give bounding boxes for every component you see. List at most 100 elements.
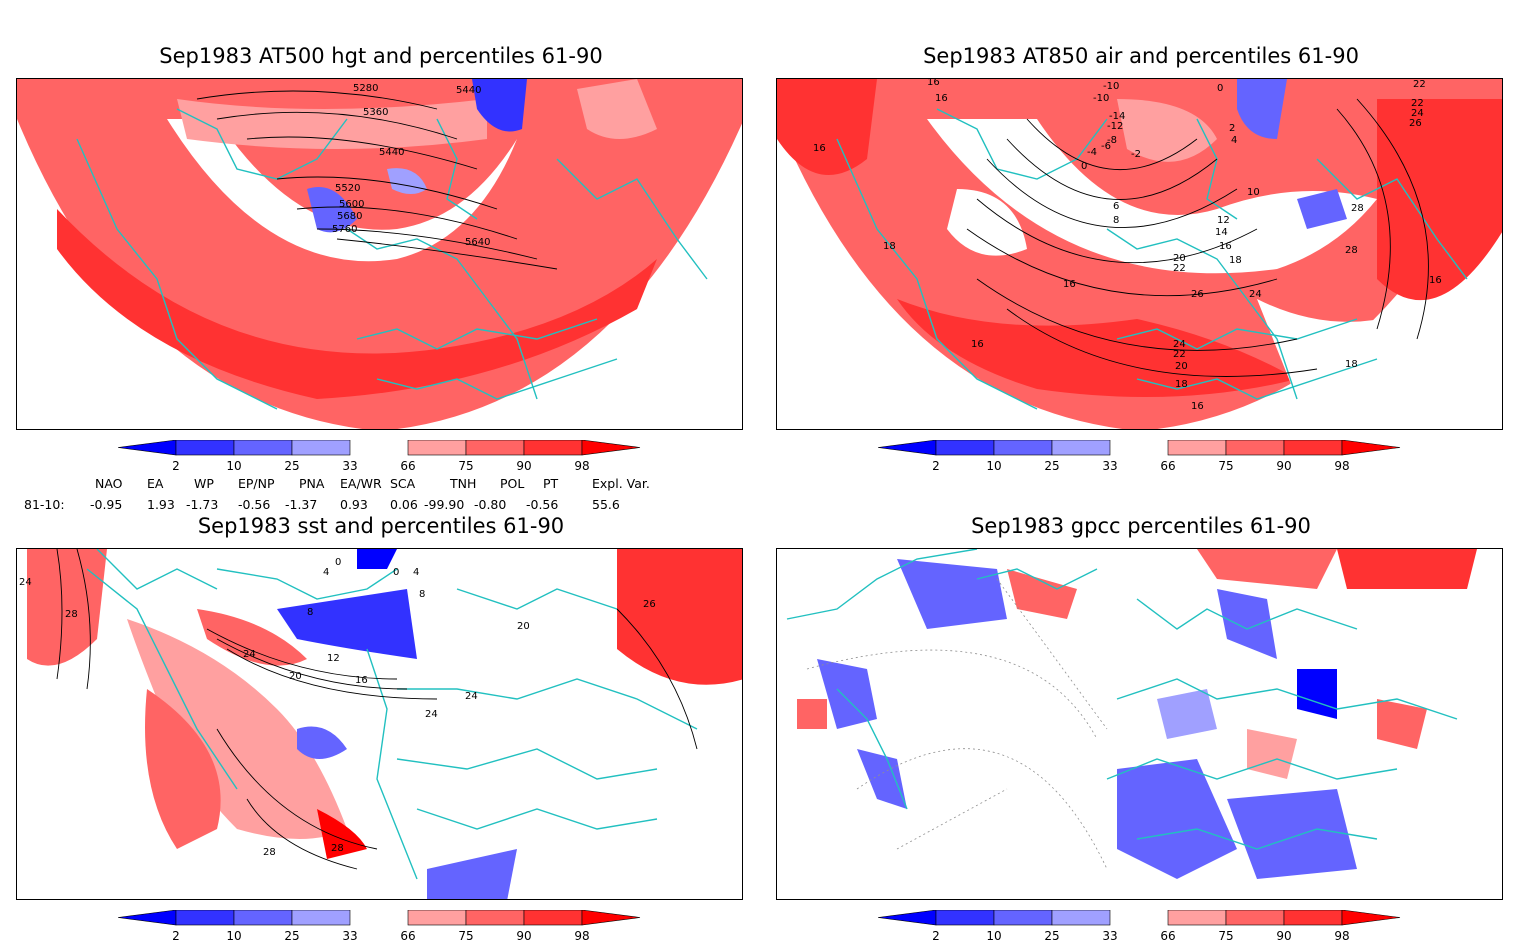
contour-label: 0	[393, 567, 399, 578]
colorbar-segment	[1051, 909, 1111, 926]
colorbar-segment	[117, 909, 177, 926]
panel-title-air850: Sep1983 AT850 air and percentiles 61-90	[923, 44, 1359, 68]
colorbar-label: 66	[400, 929, 415, 943]
contour-label: 24	[1173, 339, 1186, 350]
index-value: -0.56	[526, 497, 559, 512]
colorbar-label: 75	[458, 929, 473, 943]
colorbar-label: 33	[1102, 459, 1117, 473]
colorbar-segment	[581, 909, 641, 926]
index-value: -99.90	[424, 497, 465, 512]
index-value: -0.95	[90, 497, 123, 512]
colorbar-segment	[465, 439, 525, 456]
contour-label: 12	[1217, 215, 1230, 226]
colorbar-segment	[993, 909, 1053, 926]
contour-label: -10	[1103, 81, 1119, 92]
coastlines	[86, 549, 698, 880]
index-header: EA/WR	[340, 476, 382, 491]
contour-label: 28	[263, 847, 276, 858]
colorbar-label: 25	[284, 459, 299, 473]
colorbar-segment	[1167, 439, 1227, 456]
contour-label: 0	[335, 557, 341, 568]
contour-label: 16	[355, 675, 368, 686]
colorbar-segment	[233, 439, 293, 456]
contour-label: 5440	[379, 147, 404, 158]
contour-label: 20	[1175, 361, 1188, 372]
contour-label: -14	[1109, 111, 1125, 122]
colorbar-top-left: 2 10 25 33 66 75 90 98	[117, 439, 643, 476]
index-value: -1.37	[285, 497, 318, 512]
colorbar-segment	[1051, 439, 1111, 456]
colorbar-segment	[1341, 909, 1401, 926]
colorbar-segment	[935, 909, 995, 926]
colorbar-label: 90	[1276, 459, 1291, 473]
contour-label: 24	[19, 577, 32, 588]
colorbar-segment	[175, 909, 235, 926]
contour-label: 16	[1219, 241, 1232, 252]
contour-label: 5760	[332, 224, 357, 235]
contour-label: 18	[883, 241, 896, 252]
contour-label: -8	[1107, 135, 1117, 146]
colorbar-label: 66	[400, 459, 415, 473]
contour-label: 18	[1345, 359, 1358, 370]
colorbar-segment	[877, 439, 937, 456]
colorbar-segment	[1341, 439, 1401, 456]
contour-label: 16	[927, 79, 940, 88]
contour-label: 16	[935, 93, 948, 104]
colorbar-label: 33	[342, 459, 357, 473]
contour-label: 6	[1113, 201, 1119, 212]
colorbar-segment	[291, 439, 351, 456]
colorbar-label: 98	[1334, 929, 1349, 943]
index-value: 55.6	[592, 497, 620, 512]
contour-label: 28	[1345, 245, 1358, 256]
contour-label: 16	[1429, 275, 1442, 286]
index-header: POL	[500, 476, 525, 491]
contour-label: 0	[1217, 83, 1223, 94]
index-header: TNH	[450, 476, 477, 491]
contour-label: 5640	[465, 237, 490, 248]
colorbar-segment	[581, 439, 641, 456]
colorbar-label: 66	[1160, 929, 1175, 943]
panel-title-gpcc: Sep1983 gpcc percentiles 61-90	[971, 514, 1311, 538]
contour-label: 26	[643, 599, 656, 610]
colorbar-label: 33	[1102, 929, 1117, 943]
colorbar-segment	[993, 439, 1053, 456]
contour-label: 26	[1409, 118, 1422, 129]
contour-label: 4	[323, 567, 329, 578]
contour-labels: 24 28 0 4 8 0 4 8 12 16 20 24 24 20 24 2…	[19, 557, 656, 858]
contour-label: 18	[1229, 255, 1242, 266]
panel-title-hgt500: Sep1983 AT500 hgt and percentiles 61-90	[159, 44, 603, 68]
contour-label: 16	[971, 339, 984, 350]
contour-label: -10	[1093, 93, 1109, 104]
contour-label: 16	[1191, 401, 1204, 412]
index-value: -1.73	[186, 497, 219, 512]
coastlines	[76, 108, 708, 410]
contour-label: 20	[517, 621, 530, 632]
colorbar-segment	[1283, 439, 1343, 456]
contour-label: 18	[1175, 379, 1188, 390]
contour-label: 26	[1191, 289, 1204, 300]
index-header: EA	[147, 476, 164, 491]
index-header: PNA	[299, 476, 325, 491]
colorbar-segment	[1225, 439, 1285, 456]
colorbar-segment	[291, 909, 351, 926]
colorbar-segment	[877, 909, 937, 926]
contour-label: -6	[1101, 141, 1111, 152]
index-row-label: 81-10:	[24, 497, 65, 512]
contour-label: 28	[65, 609, 78, 620]
colorbar-label: 10	[986, 929, 1001, 943]
colorbar-label: 25	[1044, 929, 1059, 943]
colorbar-segment	[407, 439, 467, 456]
colorbar-label: 98	[1334, 459, 1349, 473]
contour-label: 28	[331, 843, 344, 854]
graticule	[806, 578, 1108, 870]
colorbar-label: 10	[226, 459, 241, 473]
contour-label: -12	[1107, 121, 1123, 132]
colorbar-segment	[1283, 909, 1343, 926]
contour-label: 10	[1247, 187, 1260, 198]
coastlines	[836, 108, 1468, 410]
index-header: Expl. Var.	[592, 476, 650, 491]
colorbar-label: 25	[1044, 459, 1059, 473]
contour-label: 28	[1351, 203, 1364, 214]
colorbar-segment	[117, 439, 177, 456]
contour-label: 5680	[337, 211, 362, 222]
